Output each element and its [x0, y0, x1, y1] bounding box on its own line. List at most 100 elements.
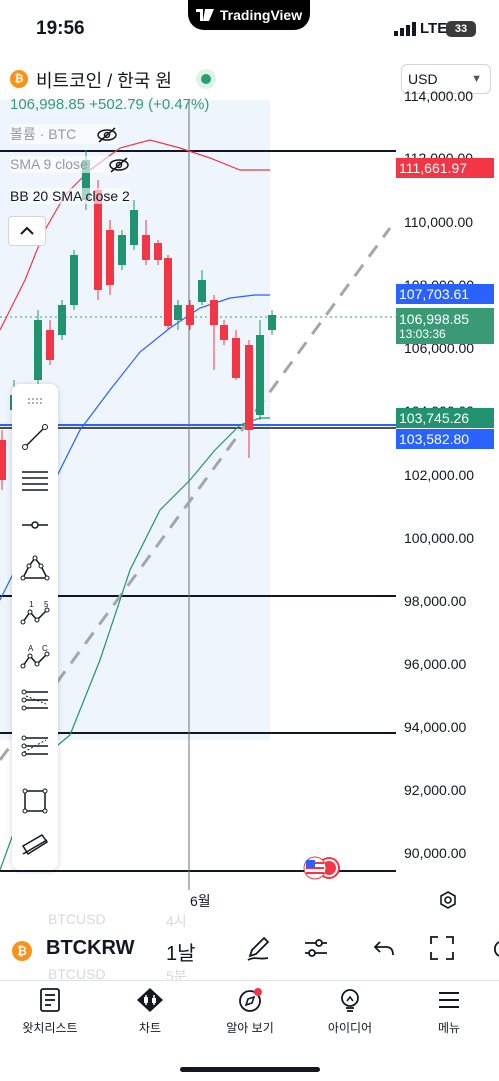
nav-ideas-label: 아이디어 [327, 1021, 373, 1035]
rectangle-tool[interactable] [16, 782, 54, 820]
candle-body [82, 160, 90, 200]
candle-body [186, 305, 194, 325]
symbol-title[interactable]: 비트코인 / 한국 원 [36, 71, 172, 91]
lightbulb-icon [341, 989, 359, 1012]
candle-body [174, 305, 182, 320]
chevron-up-icon [20, 226, 34, 235]
drag-handle-icon[interactable] [27, 392, 43, 404]
candle-body [94, 190, 102, 290]
indicator-volume[interactable]: 볼륨 · BTC [10, 124, 119, 144]
price-tag-label: 103,582.80 [399, 431, 470, 447]
price-axis-tick: 106,000.00 [404, 340, 475, 356]
chart-settings-icon[interactable] [438, 890, 458, 910]
candle-body [34, 320, 42, 380]
tradingview-notch: TradingView [188, 0, 310, 30]
eye-hidden-icon[interactable] [108, 157, 130, 173]
price-axis-tick: 110,000.00 [404, 214, 474, 230]
price-change-pct: (+0.47%) [148, 96, 210, 113]
parallel-channel-icon [21, 834, 49, 856]
price-axis-tick: 114,000.00 [404, 88, 474, 104]
svg-text:5: 5 [44, 600, 49, 609]
fullscreen-icon[interactable] [428, 934, 456, 962]
candle-body [198, 280, 206, 302]
indicator-bb[interactable]: BB 20 SMA close 2 [10, 188, 130, 204]
battery-level: 33 [454, 23, 468, 35]
price-line: 106,998.85 +502.79 (+0.47%) [10, 96, 209, 113]
nav-watchlist[interactable]: 왓치리스트 [0, 987, 100, 1036]
candle-body [0, 440, 6, 480]
price-tag: 107,703.61 [396, 284, 494, 304]
symbol-search-button[interactable]: BTCKRW [46, 937, 135, 959]
bb-upper-line [0, 139, 270, 331]
price-axis-tick: 102,000.00 [404, 467, 475, 483]
price-tag: 111,661.97 [396, 158, 494, 178]
price-axis-tick: 96,000.00 [404, 656, 467, 672]
price-tag-countdown: 13:03:36 [399, 327, 446, 341]
pattern-tool[interactable] [16, 550, 54, 588]
signal-icon [394, 22, 416, 36]
projection-icon [21, 735, 48, 757]
forecast-icon [21, 689, 48, 711]
price-tag-label: 106,998.85 [399, 311, 470, 327]
price-axis-tick: 98,000.00 [404, 593, 467, 609]
candle-body [130, 210, 138, 245]
nav-chart-label: 차트 [138, 1021, 162, 1035]
nav-ideas[interactable]: 아이디어 [300, 987, 400, 1036]
candle-body [106, 230, 114, 285]
tradingview-brand: TradingView [219, 7, 303, 23]
currency-value: USD [408, 71, 438, 87]
candle-body [118, 235, 126, 265]
position-tool[interactable] [16, 506, 54, 544]
candle-body [70, 255, 78, 305]
indicator-sma-label: SMA 9 close [10, 156, 88, 172]
indicator-sma[interactable]: SMA 9 close [10, 156, 130, 174]
collapse-legend-button[interactable] [8, 216, 46, 246]
trend-line-icon [22, 424, 48, 450]
horizontal-ray-icon [22, 521, 48, 529]
time-axis-label: 6월 [190, 893, 211, 909]
parallel-channel-tool[interactable] [16, 826, 54, 864]
bitcoin-icon: ₿ [12, 941, 32, 961]
trend-line-tool[interactable] [16, 418, 54, 456]
undo-icon[interactable] [370, 934, 398, 962]
price-change: +502.79 [89, 96, 144, 113]
candle-body [58, 305, 66, 335]
nav-explore-label: 알아 보기 [226, 1021, 274, 1035]
fib-tool[interactable] [16, 462, 54, 500]
price-tag: 103,582.80 [396, 429, 494, 449]
nav-chart[interactable]: 차트 [100, 987, 200, 1036]
price-tag-label: 103,745.26 [399, 410, 470, 426]
projection-tool[interactable] [16, 726, 54, 764]
fib-retracement-icon [22, 471, 48, 491]
ghost-symbol: BTCUSD [48, 966, 106, 982]
svg-text:1: 1 [29, 600, 34, 609]
nav-menu-label: 메뉴 [437, 1021, 461, 1035]
drawing-pen-icon[interactable] [244, 934, 272, 962]
candle-body [245, 345, 253, 430]
carrier-label: LTE [420, 20, 448, 37]
hamburger-menu-icon [439, 992, 459, 1008]
price-axis-tick: 100,000.00 [404, 530, 475, 546]
home-indicator [180, 1067, 320, 1072]
candle-body [164, 258, 172, 326]
price-tag-label: 107,703.61 [399, 286, 470, 302]
indicators-icon[interactable] [302, 934, 330, 962]
compass-icon [239, 988, 262, 1012]
more-icon[interactable] [490, 940, 499, 958]
status-time: 19:56 [36, 18, 85, 39]
forecast-tool[interactable] [16, 682, 54, 720]
chart-icon [137, 988, 163, 1012]
tradingview-logo-icon [195, 9, 214, 21]
nav-menu[interactable]: 메뉴 [399, 987, 499, 1036]
candle-body [220, 325, 228, 340]
trend-line[interactable] [0, 227, 392, 761]
eye-hidden-icon[interactable] [96, 127, 118, 143]
interval-button[interactable]: 1날 [166, 943, 196, 965]
price-axis-tick: 90,000.00 [404, 845, 467, 861]
currency-select[interactable]: USD ▼ [401, 64, 491, 94]
nav-explore[interactable]: 알아 보기 [200, 987, 300, 1036]
ghost-interval: 4시 [166, 913, 187, 929]
